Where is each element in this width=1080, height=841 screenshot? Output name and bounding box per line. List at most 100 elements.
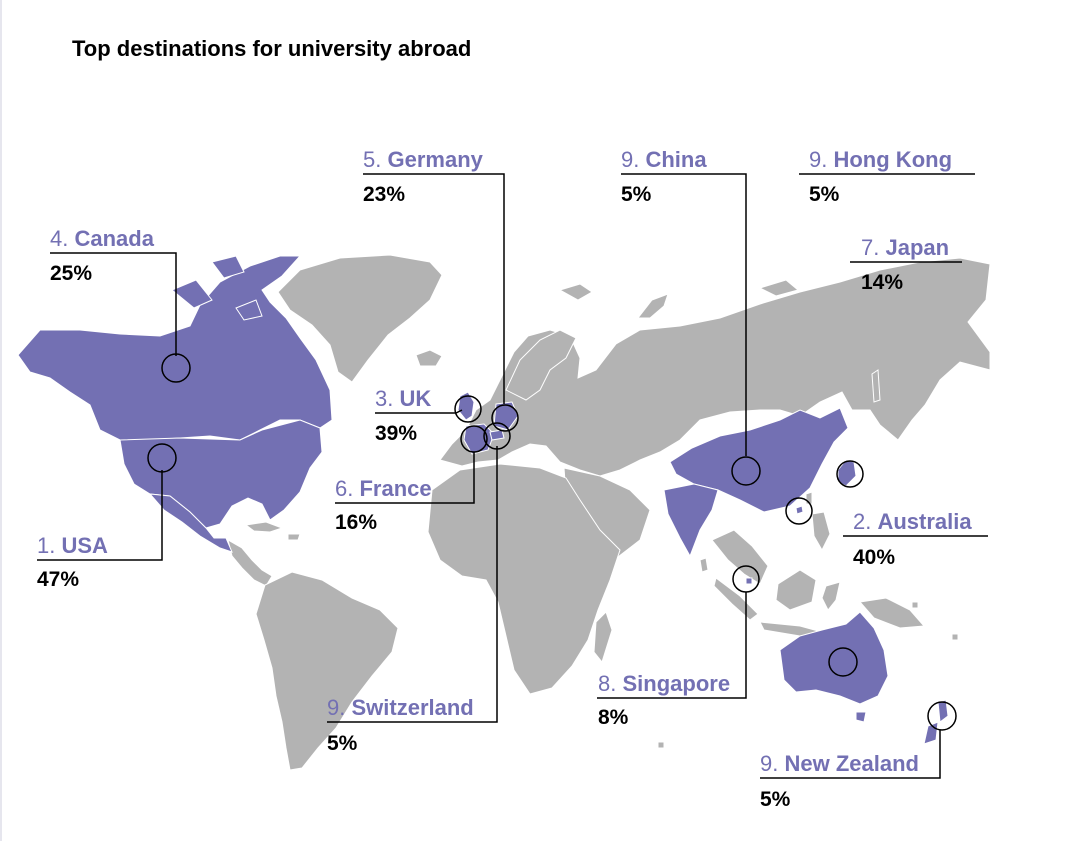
- label-name: Singapore: [622, 671, 731, 696]
- label-rank: 9.: [621, 147, 640, 172]
- label-uk: 3. UK: [375, 387, 431, 411]
- label-name: UK: [399, 386, 432, 411]
- share-canada: 25%: [50, 262, 93, 285]
- label-rank: 8.: [598, 671, 617, 696]
- circle-singapore: [732, 565, 760, 593]
- novaya-zemlya: [636, 293, 669, 319]
- land-masses: [227, 254, 991, 771]
- label-rank: 6.: [335, 476, 354, 501]
- sumatra: [713, 577, 759, 621]
- share-singapore: 8%: [598, 706, 629, 729]
- share-china: 5%: [621, 183, 652, 206]
- country-singapore: [745, 577, 753, 585]
- marker-circles: [147, 353, 957, 731]
- country-france: [463, 423, 495, 455]
- leader-china: [621, 173, 747, 456]
- circle-china: [731, 456, 761, 486]
- label-usa: 1. USA: [37, 534, 108, 558]
- tasmania: [855, 711, 867, 723]
- caribbean: [244, 521, 284, 533]
- circle-hong-kong: [785, 497, 813, 525]
- label-france: 6. France: [335, 477, 432, 501]
- label-name: Germany: [387, 147, 483, 172]
- central-america: [227, 538, 273, 587]
- country-switzerland: [489, 429, 505, 441]
- label-name: Switzerland: [351, 695, 474, 720]
- greenland: [277, 254, 443, 383]
- leader-lines: [37, 173, 988, 779]
- country-japan: [837, 459, 857, 487]
- circle-new-zealand: [927, 701, 957, 731]
- label-hong-kong: 9. Hong Kong: [809, 148, 952, 172]
- label-rank: 7.: [861, 235, 880, 260]
- philippines: [811, 511, 831, 552]
- share-australia: 40%: [853, 546, 896, 569]
- leader-switzerland: [327, 446, 498, 723]
- country-uk: [457, 391, 475, 421]
- circle-usa: [147, 443, 177, 473]
- label-name: New Zealand: [784, 751, 919, 776]
- share-usa: 47%: [37, 568, 80, 591]
- label-rank: 9.: [327, 695, 346, 720]
- share-japan: 14%: [861, 271, 904, 294]
- leader-france: [335, 452, 475, 504]
- scandinavia: [505, 329, 577, 401]
- country-india: [663, 483, 719, 558]
- label-rank: 2.: [853, 509, 872, 534]
- country-new-zealand: [923, 699, 949, 745]
- label-name: France: [359, 476, 432, 501]
- label-name: Hong Kong: [833, 147, 953, 172]
- siberia-islands: [758, 279, 800, 297]
- label-name: Japan: [885, 235, 950, 260]
- label-australia: 2. Australia: [853, 510, 972, 534]
- iceland: [415, 349, 443, 367]
- label-new-zealand: 9. New Zealand: [760, 752, 919, 776]
- borneo: [775, 569, 817, 611]
- madagascar: [593, 611, 613, 664]
- label-name: China: [645, 147, 707, 172]
- country-mexico: [148, 493, 233, 553]
- label-japan: 7. Japan: [861, 236, 949, 260]
- sakhalin: [871, 369, 881, 403]
- share-new-zealand: 5%: [760, 788, 791, 811]
- label-china: 9. China: [621, 148, 707, 172]
- share-hong-kong: 5%: [809, 183, 840, 206]
- frame-edge: [0, 0, 2, 841]
- label-canada: 4. Canada: [50, 227, 154, 251]
- country-hong-kong: [795, 505, 804, 515]
- label-germany: 5. Germany: [363, 148, 483, 172]
- circle-germany: [491, 404, 519, 432]
- leader-germany: [363, 173, 505, 404]
- circle-japan: [836, 460, 864, 488]
- label-switzerland: 9. Switzerland: [327, 696, 474, 720]
- circle-uk: [454, 395, 482, 423]
- share-switzerland: 5%: [327, 732, 358, 755]
- leader-singapore: [597, 592, 747, 699]
- africa: [427, 463, 621, 695]
- label-name: USA: [61, 533, 108, 558]
- label-rank: 1.: [37, 533, 56, 558]
- share-france: 16%: [335, 511, 378, 534]
- circle-australia: [828, 647, 858, 677]
- leader-usa: [37, 470, 163, 561]
- label-rank: 4.: [50, 226, 69, 251]
- caribbean-2: [287, 533, 301, 541]
- se-asia: [711, 529, 769, 585]
- canada-islands: [171, 255, 263, 321]
- circle-switzerland: [483, 422, 511, 450]
- leader-new-zealand: [760, 730, 941, 779]
- sulawesi: [821, 581, 841, 611]
- label-name: Canada: [74, 226, 154, 251]
- label-rank: 5.: [363, 147, 382, 172]
- label-name: Australia: [877, 509, 972, 534]
- pacific-islands: [657, 601, 959, 749]
- label-singapore: 8. Singapore: [598, 672, 730, 696]
- sri-lanka: [699, 557, 709, 573]
- map-title: Top destinations for university abroad: [72, 36, 472, 61]
- share-germany: 23%: [363, 183, 406, 206]
- new-guinea: [859, 597, 926, 629]
- highlighted-countries: [17, 255, 949, 745]
- label-rank: 3.: [375, 386, 394, 411]
- circle-france: [460, 425, 488, 453]
